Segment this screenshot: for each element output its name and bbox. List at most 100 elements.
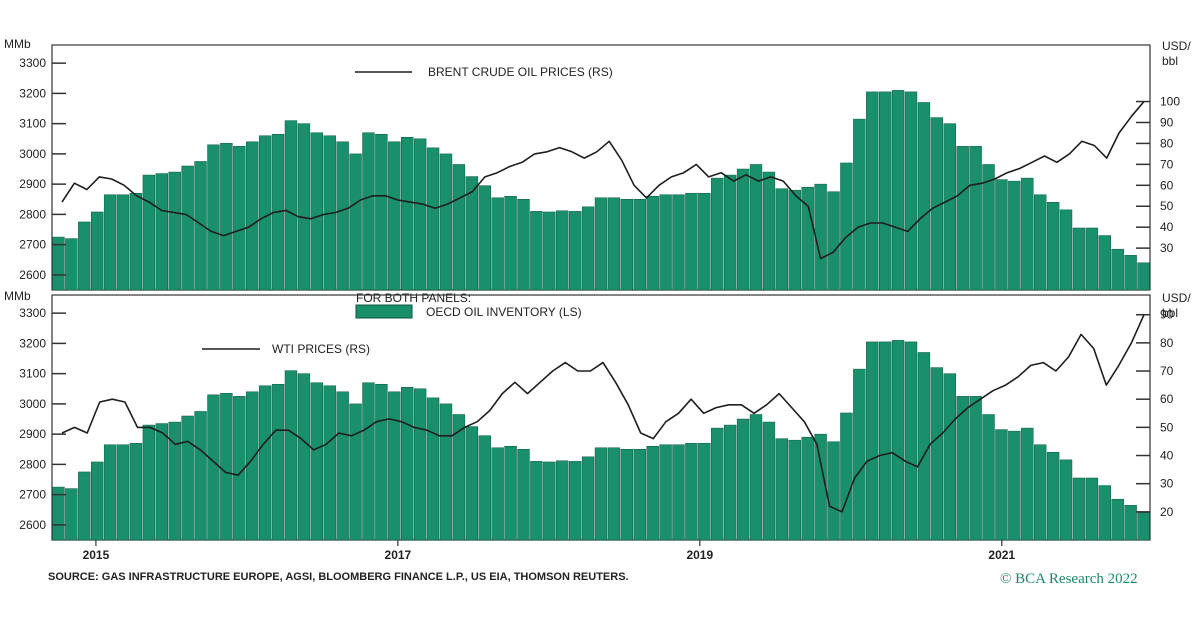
panel-1-inventory-bar	[91, 211, 104, 291]
panel-1-inventory-bar	[1085, 227, 1099, 291]
panel-2-inventory-bar	[1124, 504, 1137, 541]
panel-1-inventory-bar	[775, 188, 789, 291]
panel-1-right-tick-label: 70	[1160, 157, 1174, 171]
panel-2-inventory-bar	[762, 421, 776, 541]
panel-2-inventory-bar	[452, 414, 466, 541]
panel-2-inventory-bar	[711, 427, 724, 541]
panel-2-inventory-bar	[556, 460, 569, 541]
panel-2-inventory-bar	[995, 429, 1008, 541]
panel-2-inventory-bar	[504, 445, 517, 541]
panel-2-inventory-bar	[620, 449, 634, 541]
panel-1-left-tick-label: 2800	[19, 207, 46, 221]
panel-1-inventory-bar	[491, 197, 504, 291]
bottom-left-axis-label: MMb	[4, 289, 31, 303]
panel-1-inventory-bar	[749, 164, 763, 291]
panel-2-inventory-bar	[1098, 485, 1111, 541]
panel-2-inventory-bar	[78, 471, 91, 541]
panel-1-inventory-bar	[827, 191, 840, 291]
panel-2-right-tick-label: 50	[1160, 420, 1174, 434]
panel-1-inventory-bar	[1098, 235, 1111, 291]
panel-2-inventory-bar	[685, 442, 698, 541]
panel-2-price-line	[61, 314, 1145, 513]
panel-1-inventory-bar	[375, 133, 388, 291]
panel-1-inventory-bar	[258, 135, 272, 291]
panel-2-inventory-bar	[310, 382, 323, 541]
panel-2-inventory-bar	[956, 396, 969, 541]
panel-2-inventory-bar	[52, 486, 65, 541]
panel-1-inventory-bar	[1008, 180, 1021, 291]
panel-2-inventory-bar	[65, 488, 78, 541]
x-axis-tick-label: 2021	[988, 548, 1015, 562]
panel-2-left-tick-label: 3000	[19, 397, 46, 411]
panel-2-inventory-bar	[788, 439, 801, 541]
panel-2-inventory-bar	[336, 391, 349, 541]
panel-2-inventory-bar	[439, 403, 453, 541]
top-right-axis-label-1: USD/	[1162, 39, 1191, 53]
legend-wti-label: WTI PRICES (RS)	[272, 342, 370, 356]
panel-2-inventory-bar	[168, 421, 181, 541]
panel-1-inventory-bar	[969, 146, 982, 291]
panel-1-inventory-bar	[517, 199, 530, 291]
panel-2-right-tick-label: 90	[1160, 308, 1174, 322]
panel-1-inventory-bar	[581, 206, 595, 291]
panel-1-right-tick-label: 40	[1160, 220, 1174, 234]
panel-1-inventory-bar	[181, 165, 194, 291]
panel-2-inventory-bar	[478, 435, 491, 541]
panel-2-inventory-bar	[814, 433, 827, 541]
panel-2-inventory-bar	[904, 341, 918, 541]
panel-2-inventory-bar	[129, 442, 143, 541]
panel-2-inventory-bar	[594, 447, 608, 541]
panel-2-inventory-bar	[297, 373, 311, 541]
bottom-right-axis-label-2: bbl	[1162, 306, 1178, 320]
panel-1-inventory-bar	[556, 210, 569, 291]
panel-2-right-tick-label: 60	[1160, 392, 1174, 406]
panel-1-right-tick-label: 90	[1160, 115, 1174, 129]
panel-2-inventory-bar	[530, 461, 543, 541]
panel-1-inventory-bar	[659, 194, 672, 291]
panel-1-inventory-bar	[1034, 194, 1047, 291]
bca-logo: © BCA Research 2022	[1000, 571, 1138, 587]
panel-1-inventory-bar	[723, 174, 737, 291]
panel-1-inventory-bar	[478, 185, 491, 291]
panel-1-inventory-bar	[698, 192, 711, 291]
panel-1-inventory-bar	[65, 238, 78, 291]
panel-1-inventory-bar	[349, 153, 362, 291]
panel-2-inventory-bar	[1085, 477, 1099, 541]
panel-1-inventory-bar	[284, 120, 298, 291]
panel-2-inventory-bar	[659, 444, 672, 541]
panel-1-inventory-bar	[672, 194, 685, 291]
panel-2-inventory-bar	[517, 449, 530, 541]
panel-1-inventory-bar	[401, 137, 414, 291]
panel-1-inventory-bar	[1021, 177, 1034, 291]
panel-1-inventory-bar	[543, 211, 556, 291]
panel-2-inventory-bar	[1059, 459, 1073, 541]
x-axis-tick-label: 2015	[83, 548, 110, 562]
panel-1-inventory-bar	[891, 90, 905, 291]
panel-1-left-tick-label: 3000	[19, 147, 46, 161]
panel-1-inventory-bar	[155, 173, 168, 291]
panel-2-inventory-bar	[672, 444, 685, 541]
panel-1-inventory-bar	[1137, 262, 1150, 291]
panel-1-inventory-bar	[646, 195, 659, 291]
panel-1-left-tick-label: 2900	[19, 177, 46, 191]
panel-1-inventory-bar	[504, 195, 517, 291]
panel-1-inventory-bar	[1111, 248, 1124, 291]
panel-1-inventory-bar	[207, 144, 220, 291]
panel-1-left-tick-label: 2700	[19, 238, 46, 252]
panel-2-inventory-bar	[698, 442, 711, 541]
panel-1-inventory-bar	[129, 192, 143, 291]
panel-1-inventory-bar	[142, 174, 156, 291]
panel-1-inventory-bar	[362, 132, 375, 291]
panel-2-inventory-bar	[801, 436, 814, 541]
panel-1-right-tick-label: 100	[1160, 95, 1180, 109]
panel-1-left-tick-label: 3100	[19, 117, 46, 131]
panel-2-inventory-bar	[142, 424, 156, 541]
panel-2-left-tick-label: 2900	[19, 427, 46, 441]
panel-1-inventory-bar	[917, 102, 931, 291]
panel-1-inventory-bar	[853, 118, 866, 291]
panel-2-inventory-bar	[116, 444, 130, 541]
panel-2-inventory-bar	[271, 383, 285, 541]
panel-1-inventory-bar	[336, 141, 349, 291]
panel-1-inventory-bar	[594, 197, 608, 291]
